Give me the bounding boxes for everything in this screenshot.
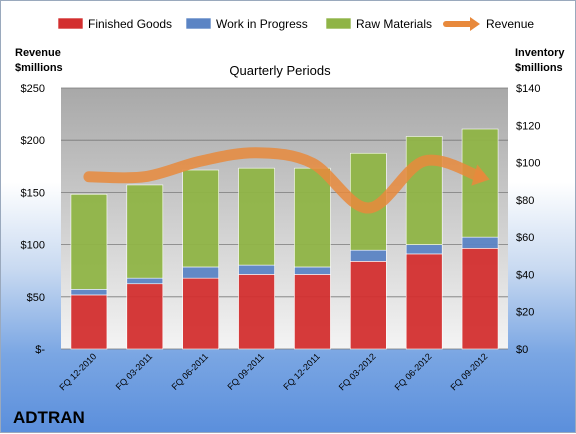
x-axis-tick-label: FQ 03-2011: [114, 351, 155, 392]
x-axis-tick-label: FQ 06-2012: [393, 351, 434, 392]
bar-raw-materials: [126, 184, 164, 279]
company-name: ADTRAN: [13, 408, 85, 427]
x-axis-tick-label: FQ 12-2010: [57, 351, 98, 392]
left-axis-title-line2: $millions: [15, 62, 63, 74]
bar-finished-goods: [182, 277, 219, 350]
bar-finished-goods: [294, 274, 331, 350]
left-axis-tick-label: $200: [21, 135, 45, 147]
legend-swatch-work-in-progress: [185, 17, 212, 30]
legend-swatch-revenue-arrow: [470, 17, 480, 31]
left-axis-tick-label: $150: [21, 187, 45, 199]
bar-finished-goods: [238, 274, 275, 350]
x-axis-tick-label: FQ 06-2011: [170, 351, 211, 392]
bar-work-in-progress: [405, 244, 443, 255]
left-axis-tick-label: $250: [21, 83, 45, 95]
legend-label-work-in-progress: Work in Progress: [216, 17, 308, 31]
right-axis-tick-label: $60: [516, 232, 534, 244]
right-axis-title-line2: $millions: [515, 62, 563, 74]
x-axis-tick-label: FQ 03-2012: [337, 351, 378, 392]
revenue-line-group: [83, 147, 490, 214]
right-axis-tick-label: $0: [516, 344, 528, 356]
right-axis-tick-label: $140: [516, 83, 540, 95]
right-axis-title-line1: Inventory: [515, 47, 565, 59]
bar-finished-goods: [126, 283, 164, 350]
legend-label-raw-materials: Raw Materials: [356, 17, 432, 31]
revenue-line: [83, 147, 486, 214]
x-axis-tick-label: FQ 12-2011: [281, 351, 322, 392]
bar-raw-materials: [294, 167, 331, 268]
bar-work-in-progress: [238, 264, 275, 275]
revenue-line-arrowhead: [471, 164, 490, 186]
bar-finished-goods: [350, 261, 387, 350]
x-axis-ticks: FQ 12-2010 FQ 03-2011 FQ 06-2011 FQ 09-2011…: [57, 351, 489, 392]
bar-raw-materials: [461, 128, 499, 238]
bar-work-in-progress: [182, 266, 219, 279]
bars: [70, 128, 499, 350]
left-axis-tick-label: $50: [27, 292, 45, 304]
legend-swatch-finished-goods: [57, 17, 84, 30]
x-axis-tick-label: FQ 09-2011: [225, 351, 266, 392]
right-axis-tick-label: $40: [516, 269, 534, 281]
bar-raw-materials: [182, 169, 219, 268]
bar-raw-materials: [238, 167, 275, 266]
bar-finished-goods: [461, 248, 499, 350]
legend-swatch-raw-materials: [325, 17, 352, 30]
legend-label-revenue: Revenue: [486, 17, 534, 31]
right-axis-ticks: $0 $20 $40 $60 $80 $100 $120 $140: [516, 83, 540, 356]
left-axis-tick-label: $-: [35, 344, 45, 356]
x-axis-tick-label: FQ 09-2012: [448, 351, 489, 392]
bar-raw-materials: [70, 193, 108, 290]
right-axis-tick-label: $20: [516, 307, 534, 319]
bar-finished-goods: [405, 253, 443, 350]
left-axis-title-line1: Revenue: [15, 47, 61, 59]
bar-work-in-progress: [70, 289, 108, 296]
bar-work-in-progress: [294, 266, 331, 275]
bar-work-in-progress: [126, 277, 164, 285]
right-axis-tick-label: $120: [516, 120, 540, 132]
legend-label-finished-goods: Finished Goods: [88, 17, 172, 31]
bar-work-in-progress: [461, 236, 499, 249]
legend: Finished Goods Work in Progress Raw Materi…: [57, 17, 534, 31]
right-axis-tick-label: $80: [516, 195, 534, 207]
left-axis-ticks: $- $50 $100 $150 $200 $250: [21, 83, 46, 356]
right-axis-tick-label: $100: [516, 158, 540, 170]
chart-subtitle: Quarterly Periods: [229, 63, 331, 78]
bar-finished-goods: [70, 294, 108, 350]
bar-work-in-progress: [350, 249, 387, 262]
left-axis-tick-label: $100: [21, 240, 45, 252]
bar-raw-materials: [405, 136, 443, 245]
